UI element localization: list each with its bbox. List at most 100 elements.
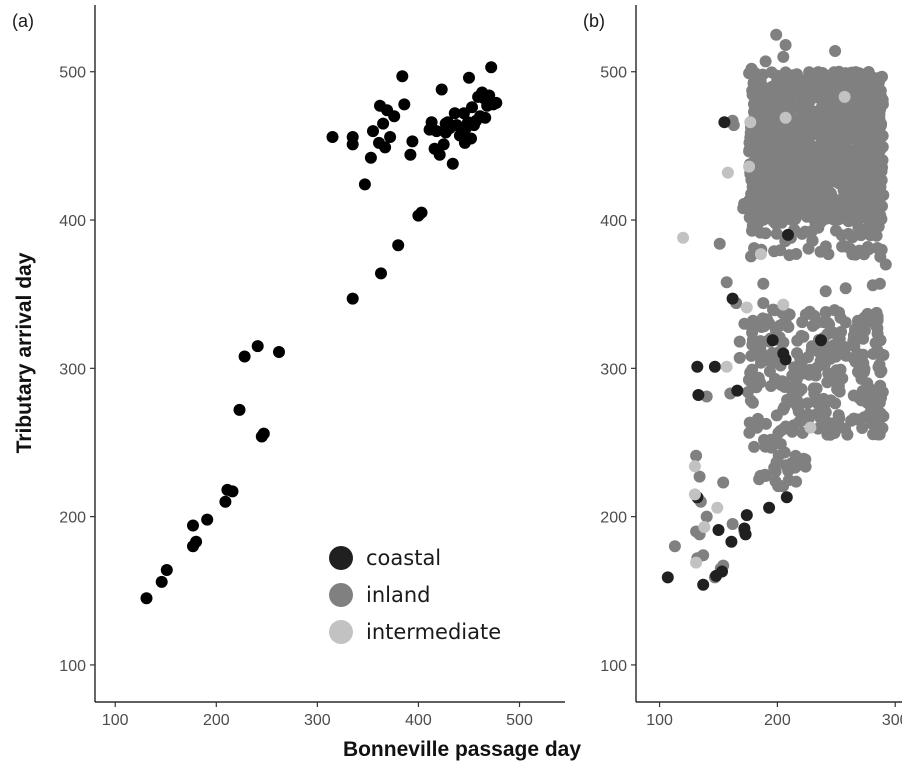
inland-point [871, 242, 884, 254]
coastal-point [708, 360, 721, 373]
coastal-point [187, 519, 199, 532]
inland-point [764, 142, 777, 155]
coastal-point [404, 148, 417, 161]
inland-point [745, 349, 758, 362]
panel-b-label: (b) [583, 11, 605, 31]
inland-point [841, 128, 854, 141]
inland-point [790, 248, 803, 260]
inland-point [814, 245, 827, 258]
intermediate-point [779, 111, 792, 124]
coastal-point [375, 267, 387, 280]
coastal-point [718, 116, 731, 129]
inland-point [796, 86, 809, 99]
y-tick-label: 100 [600, 658, 627, 675]
inland-point [847, 145, 860, 158]
y-tick-label: 400 [59, 213, 86, 230]
legend: coastal inland intermediate [329, 546, 501, 644]
inland-point [796, 227, 809, 240]
y-tick-label: 300 [59, 361, 86, 378]
inland-point [779, 39, 792, 51]
coastal-point [364, 151, 377, 164]
y-tick-label: 400 [600, 213, 627, 230]
inland-point [802, 242, 815, 255]
inland-point [856, 385, 869, 397]
intermediate-point [721, 166, 734, 179]
inland-point [831, 155, 844, 168]
coastal-point [763, 501, 776, 514]
inland-point [748, 440, 761, 453]
inland-point [759, 185, 772, 198]
inland-point [807, 186, 820, 199]
inland-point [778, 155, 791, 168]
inland-point [794, 157, 807, 170]
coastal-point [433, 148, 446, 161]
coastal-point [388, 110, 401, 123]
inland-point [770, 218, 783, 230]
inland-point [849, 188, 861, 201]
inland-point [815, 141, 828, 154]
coastal-point [782, 228, 794, 241]
coastal-point [479, 111, 492, 124]
coastal-point [725, 535, 738, 548]
inland-point [750, 134, 763, 147]
inland-point [766, 347, 779, 359]
inland-point [793, 101, 806, 114]
inland-point [767, 303, 779, 316]
inland-point [700, 510, 713, 523]
coastal-point [425, 116, 438, 129]
coastal-point [716, 565, 728, 578]
inland-point [774, 244, 787, 257]
intermediate-point [711, 501, 724, 514]
inland-point [798, 119, 811, 132]
coastal-point [377, 117, 390, 130]
inland-point [801, 130, 814, 143]
inland-point [839, 240, 852, 253]
inland-point [789, 461, 802, 474]
inland-point [773, 92, 786, 105]
coastal-point [155, 575, 168, 588]
inland-point [823, 118, 836, 131]
inland-point [847, 412, 860, 425]
coastal-point [439, 117, 452, 130]
inland-point [788, 133, 801, 146]
inland-point [816, 165, 829, 178]
inland-point [763, 317, 776, 330]
inland-point [862, 115, 875, 128]
inland-point [746, 203, 758, 216]
inland-point [668, 540, 681, 553]
x-tick-label: 200 [764, 712, 791, 729]
inland-point [790, 186, 803, 199]
inland-point [870, 201, 883, 214]
inland-point [796, 144, 809, 157]
inland-point [752, 71, 765, 84]
coastal-point [435, 83, 448, 96]
inland-point [823, 348, 835, 361]
coastal-point [392, 239, 405, 252]
inland-point [733, 351, 746, 364]
inland-point [810, 121, 822, 134]
inland-point [745, 365, 758, 378]
inland-point [855, 394, 868, 407]
coastal-point [415, 206, 428, 219]
x-tick-label: 300 [304, 712, 331, 729]
inland-point [765, 441, 778, 454]
inland-point [773, 134, 786, 147]
inland-point [801, 397, 814, 410]
inland-point [801, 178, 814, 190]
inland-point [786, 425, 799, 438]
legend-label-inland: inland [366, 583, 431, 607]
inland-point [852, 221, 865, 234]
inland-point [796, 316, 809, 329]
inland-point [738, 317, 751, 330]
inland-point [746, 396, 759, 409]
y-tick-label: 200 [59, 510, 86, 527]
inland-point [693, 470, 706, 483]
inland-point [733, 335, 746, 348]
inland-point [828, 109, 841, 122]
coastal-point [257, 427, 270, 440]
coastal-point [692, 389, 705, 401]
x-tick-label: 200 [203, 712, 230, 729]
x-tick-label: 100 [646, 712, 673, 729]
coastal-point [140, 592, 153, 605]
coastal-point [446, 157, 459, 170]
